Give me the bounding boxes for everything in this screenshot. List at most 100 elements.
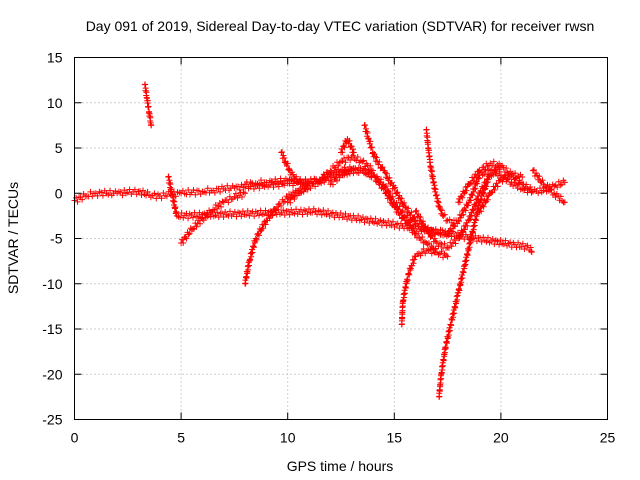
data-point-cluster <box>392 184 408 209</box>
data-point-cluster <box>339 166 354 179</box>
data-point-cluster <box>296 182 311 197</box>
series-descending-9-8h <box>278 149 304 188</box>
x-tick-label: 20 <box>493 430 509 446</box>
data-point-cluster <box>144 97 152 116</box>
y-tick-label: 5 <box>55 140 63 156</box>
data-point-cluster <box>370 151 380 164</box>
data-point-cluster <box>489 158 503 170</box>
data-point-cluster <box>531 185 545 197</box>
series-arc-19h <box>476 170 526 215</box>
x-tick-label: 0 <box>71 430 79 446</box>
data-point-cluster <box>350 165 364 177</box>
data-point-cluster <box>222 182 236 194</box>
data-point-cluster <box>371 172 386 192</box>
data-point-cluster <box>477 160 492 176</box>
data-point-cluster <box>313 207 533 253</box>
data-point-cluster <box>520 181 535 196</box>
x-tick-label: 10 <box>280 430 296 446</box>
x-tick-label: 15 <box>387 430 403 446</box>
data-point-cluster <box>528 248 535 255</box>
data-point-cluster <box>83 188 98 200</box>
x-tick-label: 5 <box>177 430 185 446</box>
data-point-cluster <box>242 259 253 287</box>
y-tick-label: -10 <box>42 276 62 292</box>
data-point-cluster <box>441 211 450 224</box>
data-point-cluster <box>211 198 226 214</box>
tick-labels: 0 5 10 15 20 25 -25 -20 -15 -10 -5 0 5 10 15 <box>42 50 615 446</box>
data-point <box>551 190 558 197</box>
data-point <box>529 167 536 174</box>
series-isolated <box>165 173 535 256</box>
data-point-cluster <box>425 147 434 170</box>
data-point-cluster <box>233 181 247 193</box>
axis-ticks <box>74 57 608 420</box>
data-point-cluster <box>190 187 204 198</box>
data-point-cluster <box>232 189 247 201</box>
data-point-cluster <box>115 187 130 199</box>
data-point-cluster <box>307 177 322 192</box>
plot-frame <box>74 57 608 420</box>
data-point-cluster <box>420 245 430 257</box>
y-tick-label: 10 <box>47 95 63 111</box>
data-point-cluster <box>466 174 482 204</box>
data-point-cluster <box>442 315 455 352</box>
data-point-cluster <box>366 138 376 157</box>
data-point-cluster <box>339 154 354 166</box>
data-point-cluster <box>400 278 410 305</box>
data-point-cluster <box>530 166 546 186</box>
data-point-cluster <box>345 137 357 156</box>
data-point-cluster <box>254 177 268 188</box>
data-point-cluster <box>292 173 303 186</box>
series-arc-10h <box>284 166 355 206</box>
x-tick-label: 25 <box>600 430 616 446</box>
data-point-cluster <box>222 193 236 206</box>
y-tick-label: -15 <box>42 321 62 337</box>
data-point-cluster <box>105 187 119 199</box>
data-point-cluster <box>462 237 474 268</box>
series-dip-15-4h <box>398 245 451 328</box>
data-point-cluster <box>432 186 442 209</box>
data-point-cluster <box>147 190 162 202</box>
data-point-cluster <box>375 158 386 172</box>
data-point-cluster <box>246 237 259 264</box>
data-point-cluster <box>438 345 449 377</box>
data-point-cluster <box>94 187 108 199</box>
data-point-cluster <box>427 245 439 257</box>
data-point-cluster <box>142 81 150 101</box>
data-point-cluster <box>427 164 438 192</box>
data-point-cluster <box>158 188 172 202</box>
data-point-cluster <box>423 126 432 152</box>
data-point-cluster <box>179 186 193 198</box>
data-point-cluster <box>468 198 483 241</box>
data-point-cluster <box>279 149 288 166</box>
data-point-cluster <box>477 189 493 215</box>
data-point-cluster <box>360 166 375 181</box>
data-point-cluster <box>286 189 301 206</box>
data-point-cluster <box>541 181 556 198</box>
data-point-cluster <box>328 171 343 188</box>
y-tick-label: 15 <box>47 50 63 66</box>
chart-title: Day 091 of 2019, Sidereal Day-to-day VTE… <box>86 18 595 34</box>
data-point-cluster <box>243 179 257 190</box>
data-point-cluster <box>435 248 450 261</box>
series-descending-13-8h <box>361 122 419 224</box>
grid <box>74 57 608 420</box>
series-arc-12h <box>327 165 440 256</box>
data-point-cluster <box>552 191 567 206</box>
data-point-cluster <box>413 207 429 231</box>
data-point-cluster <box>510 170 524 182</box>
data-point <box>419 249 426 256</box>
data-point-cluster <box>136 187 151 199</box>
data-point-cluster <box>146 110 154 128</box>
data-point-cluster <box>466 189 482 223</box>
data-point-cluster <box>552 177 567 191</box>
data-point-cluster <box>392 204 407 222</box>
data-point-cluster <box>449 289 461 323</box>
data-point-cluster <box>488 177 503 196</box>
data-point-cluster <box>436 372 445 400</box>
data-point <box>444 253 451 260</box>
data-point-cluster <box>499 170 514 185</box>
y-tick-label: -5 <box>50 231 63 247</box>
data-point-cluster <box>275 175 289 187</box>
